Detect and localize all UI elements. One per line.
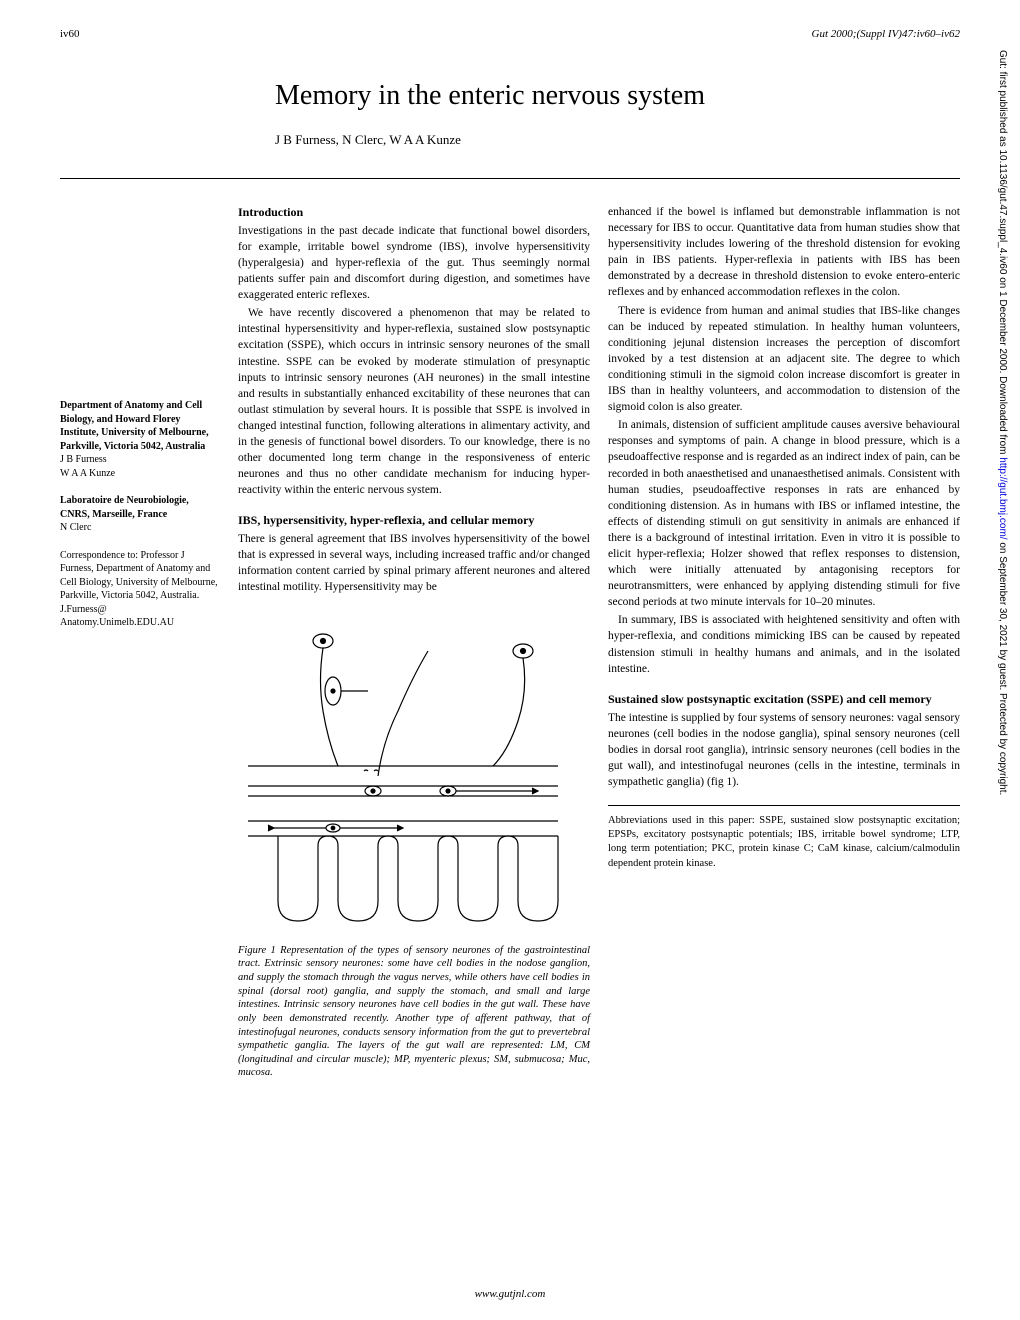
affiliation-2: Laboratoire de Neurobiologie, CNRS, Mars… (60, 494, 220, 521)
sidebar-affiliations: Department of Anatomy and Cell Biology, … (60, 204, 220, 1090)
journal-citation: Gut 2000;(Suppl IV)47:iv60–iv62 (812, 28, 960, 40)
col2-p3: In animals, distension of sufficient amp… (608, 417, 960, 610)
figure-1: Figure 1 Representation of the types of … (238, 611, 590, 1081)
intro-p2: We have recently discovered a phenomenon… (238, 305, 590, 498)
correspondence: Correspondence to: Professor J Furness, … (60, 549, 220, 630)
side-link[interactable]: http://gut.bmj.com/ (997, 457, 1008, 539)
footer-url: www.gutjnl.com (0, 1288, 1020, 1300)
author-list: J B Furness, N Clerc, W A A Kunze (275, 132, 1020, 148)
column-1: Introduction Investigations in the past … (238, 204, 590, 1090)
intro-heading: Introduction (238, 204, 590, 221)
article-title: Memory in the enteric nervous system (275, 80, 1020, 112)
ibs-p1: There is general agreement that IBS invo… (238, 531, 590, 595)
side-copyright-text: Gut: first published as 10.1136/gut.47.s… (997, 50, 1008, 1250)
intro-p1: Investigations in the past decade indica… (238, 223, 590, 303)
sspe-p1: The intestine is supplied by four system… (608, 710, 960, 790)
page-number: iv60 (60, 28, 80, 40)
abbreviations-box: Abbreviations used in this paper: SSPE, … (608, 805, 960, 871)
figure-1-caption: Figure 1 Representation of the types of … (238, 944, 590, 1080)
affiliation-1-names: J B Furness W A A Kunze (60, 453, 220, 480)
divider (60, 178, 960, 179)
affiliation-2-names: N Clerc (60, 521, 220, 535)
col2-p1: enhanced if the bowel is inflamed but de… (608, 204, 960, 301)
affiliation-1: Department of Anatomy and Cell Biology, … (60, 399, 220, 453)
col2-p4: In summary, IBS is associated with heigh… (608, 612, 960, 676)
sspe-heading: Sustained slow postsynaptic excitation (… (608, 691, 960, 708)
column-2: enhanced if the bowel is inflamed but de… (608, 204, 960, 1090)
col2-p2: There is evidence from human and animal … (608, 303, 960, 416)
figure-1-diagram (238, 611, 568, 931)
ibs-heading: IBS, hypersensitivity, hyper-reflexia, a… (238, 512, 590, 529)
